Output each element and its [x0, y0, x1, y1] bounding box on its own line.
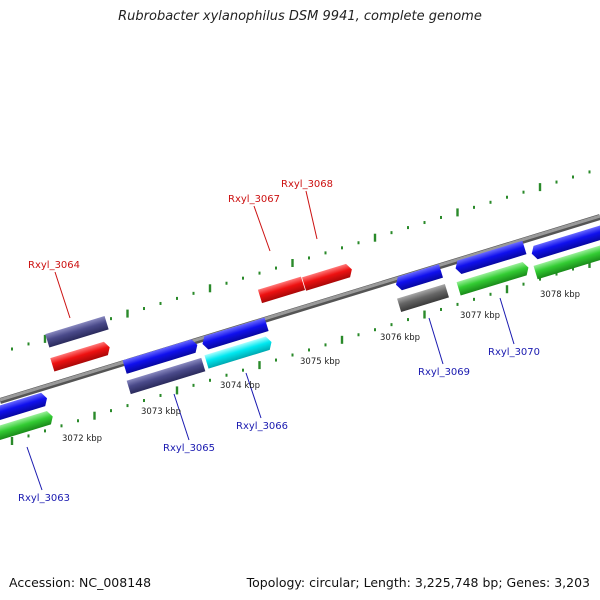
gene-rxyl-3068[interactable] — [302, 263, 354, 291]
gene-blue-3066a[interactable] — [200, 317, 269, 351]
gene-rxyl-3066[interactable] — [204, 335, 273, 369]
gene-label[interactable]: Rxyl_3067 — [228, 194, 280, 205]
gene-label[interactable]: Rxyl_3065 — [163, 443, 215, 454]
genome-backbone — [0, 214, 600, 404]
kbp-label: 3078 kbp — [540, 290, 580, 300]
gene-label[interactable]: Rxyl_3070 — [488, 347, 540, 358]
gene-label[interactable]: Rxyl_3063 — [18, 493, 70, 504]
gene-label[interactable]: Rxyl_3068 — [281, 179, 333, 190]
genome-stats-text: Topology: circular; Length: 3,225,748 bp… — [246, 575, 590, 590]
gene-blue-3070a[interactable] — [454, 240, 527, 275]
kbp-label: 3074 kbp — [220, 381, 260, 391]
gene-rxyl-3070[interactable] — [456, 261, 531, 296]
gene-rxyl-3063-top[interactable] — [0, 392, 49, 428]
kbp-label: 3075 kbp — [300, 357, 340, 367]
leader-line — [245, 372, 262, 419]
leader-line — [173, 393, 190, 441]
kbp-scale-labels: 3072 kbp 3073 kbp 3074 kbp 3075 kbp 3076 kbp… — [62, 290, 580, 444]
kbp-label: 3073 kbp — [141, 407, 181, 417]
gene-label[interactable]: Rxyl_3069 — [418, 367, 470, 378]
leader-line — [26, 446, 43, 491]
gene-rxyl-3064-slate[interactable] — [45, 315, 109, 348]
gene-rxyl-3069[interactable] — [397, 283, 449, 313]
forward-strand-ticks — [11, 170, 591, 351]
accession-text: Accession: NC_008148 — [9, 575, 152, 590]
gene-blue-edge[interactable] — [530, 220, 600, 261]
leader-line — [54, 271, 71, 319]
kbp-label: 3077 kbp — [460, 311, 500, 321]
genes — [0, 220, 600, 448]
gene-rxyl-3063[interactable] — [0, 410, 55, 448]
gene-rxyl-3064[interactable] — [50, 341, 111, 372]
gene-blue-3069a[interactable] — [394, 264, 443, 291]
gene-label[interactable]: Rxyl_3064 — [28, 260, 80, 271]
gene-rxyl-3067[interactable] — [257, 276, 306, 304]
reverse-strand-ticks — [10, 259, 591, 445]
gene-green-edge[interactable] — [533, 240, 600, 280]
gene-rxyl-3065[interactable] — [126, 357, 206, 395]
label-leader-lines — [26, 190, 515, 491]
leader-line — [428, 317, 444, 365]
gene-labels: Rxyl_3063 Rxyl_3064 Rxyl_3065 Rxyl_3066 Rxyl… — [18, 179, 540, 504]
genome-title: Rubrobacter xylanophilus DSM 9941, compl… — [118, 9, 482, 24]
gene-blue-3065a[interactable] — [122, 338, 200, 374]
gene-label[interactable]: Rxyl_3066 — [236, 421, 288, 432]
kbp-label: 3072 kbp — [62, 434, 102, 444]
leader-line — [305, 190, 318, 240]
kbp-label: 3076 kbp — [380, 333, 420, 343]
leader-line — [499, 297, 515, 345]
leader-line — [253, 205, 271, 252]
